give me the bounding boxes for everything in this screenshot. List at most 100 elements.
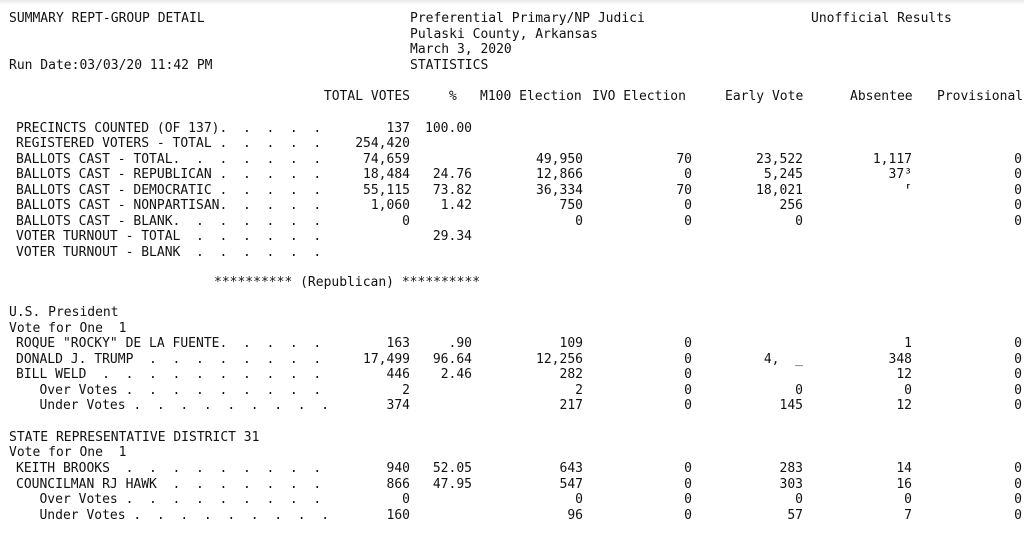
early-vote-cell: 18,021: [756, 183, 803, 198]
absentee-cell: 0: [904, 383, 912, 398]
m100-cell: 96: [567, 508, 583, 523]
election-date: March 3, 2020: [410, 42, 512, 57]
column-header-absentee: Absentee: [850, 89, 913, 104]
total-votes-cell: 940: [386, 461, 410, 476]
early-vote-cell: 283: [779, 461, 803, 476]
total-votes-cell: 254,420: [355, 136, 410, 151]
m100-cell: 36,334: [536, 183, 583, 198]
row-label: Over Votes . . . . . . . . .: [16, 383, 322, 398]
row-label: REGISTERED VOTERS - TOTAL . . . . .: [16, 136, 322, 151]
provisional-cell: 0: [1014, 461, 1022, 476]
total-votes-cell: 1,060: [370, 198, 410, 213]
provisional-cell: 0: [1014, 183, 1022, 198]
row-label: Over Votes . . . . . . . . .: [16, 492, 322, 507]
row-label: Under Votes . . . . . . . . .: [16, 508, 330, 523]
election-name: Preferential Primary/NP Judici: [410, 11, 645, 26]
percent-cell: 47.95: [432, 477, 472, 492]
percent-cell: 100.00: [425, 121, 472, 136]
m100-cell: 750: [559, 198, 583, 213]
ivo-cell: 0: [684, 367, 692, 382]
percent-cell: 96.64: [432, 352, 472, 367]
row-label: COUNCILMAN RJ HAWK . . . . . . .: [16, 477, 322, 492]
absentee-cell: 348: [888, 352, 912, 367]
early-vote-cell: 303: [779, 477, 803, 492]
m100-cell: 217: [559, 398, 583, 413]
m100-cell: 12,256: [536, 352, 583, 367]
ivo-cell: 0: [684, 198, 692, 213]
m100-cell: 643: [559, 461, 583, 476]
row-label: PRECINCTS COUNTED (OF 137). . . . .: [16, 121, 322, 136]
early-vote-cell: 0: [795, 492, 803, 507]
m100-cell: 2: [575, 383, 583, 398]
race-title: STATE REPRESENTATIVE DISTRICT 31: [9, 430, 260, 445]
provisional-cell: 0: [1014, 167, 1022, 182]
row-label: ROQUE "ROCKY" DE LA FUENTE. . . . .: [16, 336, 322, 351]
percent-cell: 24.76: [432, 167, 472, 182]
ivo-cell: 0: [684, 167, 692, 182]
row-label: KEITH BROOKS . . . . . . . . .: [16, 461, 322, 476]
percent-cell: 1.42: [440, 198, 472, 213]
provisional-cell: 0: [1014, 352, 1022, 367]
m100-cell: 0: [575, 492, 583, 507]
absentee-cell: 1,117: [872, 152, 912, 167]
provisional-cell: 0: [1014, 383, 1022, 398]
row-label: VOTER TURNOUT - BLANK . . . . . .: [16, 245, 322, 260]
row-label: VOTER TURNOUT - TOTAL . . . . . .: [16, 229, 322, 244]
county-name: Pulaski County, Arkansas: [410, 27, 598, 42]
row-label: BALLOTS CAST - REPUBLICAN . . . . .: [16, 167, 322, 182]
total-votes-cell: 2: [402, 383, 410, 398]
m100-cell: 12,866: [536, 167, 583, 182]
row-label: BALLOTS CAST - NONPARTISAN. . . . .: [16, 198, 322, 213]
column-header-ivo: IVO Election: [592, 89, 686, 104]
vote-for-label: Vote for One 1: [9, 321, 127, 336]
ivo-cell: 0: [684, 336, 692, 351]
provisional-cell: 0: [1014, 198, 1022, 213]
percent-cell: 73.82: [432, 183, 472, 198]
column-header-percent: %: [449, 89, 457, 104]
total-votes-cell: 0: [402, 492, 410, 507]
ivo-cell: 0: [684, 398, 692, 413]
provisional-cell: 0: [1014, 477, 1022, 492]
percent-cell: 2.46: [440, 367, 472, 382]
absentee-cell: 37³: [888, 167, 912, 182]
m100-cell: 109: [559, 336, 583, 351]
early-vote-cell: 5,245: [763, 167, 803, 182]
results-status: Unofficial Results: [811, 11, 952, 26]
section-title: STATISTICS: [410, 58, 489, 73]
vote-for-label: Vote for One 1: [9, 445, 127, 460]
early-vote-cell: 0: [795, 214, 803, 229]
total-votes-cell: 74,659: [363, 152, 410, 167]
absentee-cell: 1: [904, 336, 912, 351]
provisional-cell: 0: [1014, 508, 1022, 523]
provisional-cell: 0: [1014, 152, 1022, 167]
column-header-m100: M100 Election: [480, 89, 582, 104]
absentee-cell: ⸢: [904, 183, 912, 198]
ivo-cell: 0: [684, 508, 692, 523]
row-label: BALLOTS CAST - TOTAL. . . . . . .: [16, 152, 322, 167]
early-vote-cell: 0: [795, 383, 803, 398]
m100-cell: 547: [559, 477, 583, 492]
total-votes-cell: 17,499: [363, 352, 410, 367]
total-votes-cell: 0: [402, 214, 410, 229]
run-date: Run Date:03/03/20 11:42 PM: [9, 58, 213, 73]
ivo-cell: 70: [676, 152, 692, 167]
row-label: BILL WELD . . . . . . . . . .: [16, 367, 322, 382]
column-header-early-vote: Early Vote: [725, 89, 804, 104]
ivo-cell: 0: [684, 383, 692, 398]
total-votes-cell: 866: [386, 477, 410, 492]
m100-cell: 282: [559, 367, 583, 382]
ivo-cell: 70: [676, 183, 692, 198]
early-vote-cell: 145: [779, 398, 803, 413]
m100-cell: 0: [575, 214, 583, 229]
absentee-cell: 14: [896, 461, 912, 476]
absentee-cell: 12: [896, 367, 912, 382]
total-votes-cell: 163: [386, 336, 410, 351]
provisional-cell: 0: [1014, 367, 1022, 382]
column-header-total-votes: TOTAL VOTES: [323, 89, 410, 104]
ivo-cell: 0: [684, 477, 692, 492]
early-vote-cell: 23,522: [756, 152, 803, 167]
early-vote-cell: 256: [779, 198, 803, 213]
row-label: BALLOTS CAST - BLANK. . . . . . .: [16, 214, 322, 229]
early-vote-cell: 4, _: [763, 352, 803, 367]
total-votes-cell: 18,484: [363, 167, 410, 182]
